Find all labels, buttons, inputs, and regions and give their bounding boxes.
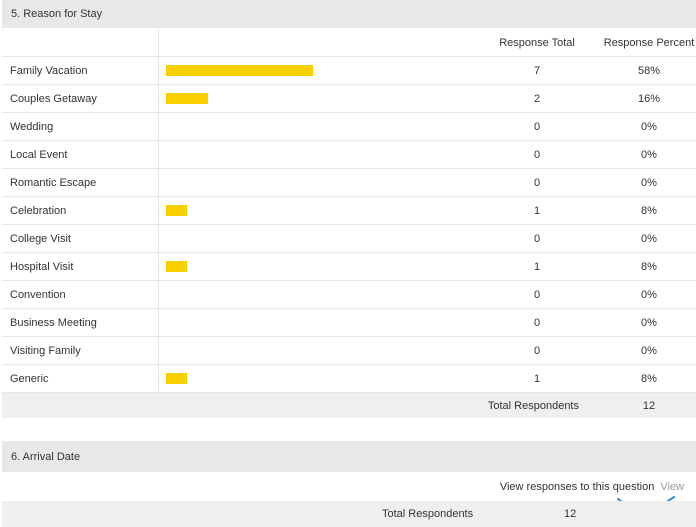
q5-row-label: Romantic Escape [2,168,159,197]
q5-row-percent: 0% [593,140,696,169]
q6-section-header: 6. Arrival Date [2,441,696,472]
q5-row-percent: 0% [593,280,696,309]
q5-row-bar-cell [158,280,481,309]
q5-row-label: Hospital Visit [2,252,159,281]
q5-row-percent: 0% [593,168,696,197]
q5-row-total: 0 [481,336,593,365]
q5-row: Generic 1 8% [2,364,696,393]
q5-row: Business Meeting 0 0% [2,308,696,337]
q5-row-bar-cell [158,196,481,225]
q5-header-blank [2,30,159,57]
q5-row-total: 1 [481,252,593,281]
q5-row: Celebration 1 8% [2,196,696,225]
q5-row-percent: 0% [593,112,696,141]
q5-response-bar [166,65,313,76]
q5-row-total: 0 [481,112,593,141]
q5-response-bar [166,93,208,104]
q5-total-value: 12 [593,392,696,418]
q5-row-bar-cell [158,336,481,365]
q5-row-label: Convention [2,280,159,309]
q5-row-percent: 0% [593,308,696,337]
q5-row-percent: 8% [593,196,696,225]
q6-total-value: 12 [564,508,577,520]
q5-row: College Visit 0 0% [2,224,696,253]
q5-row: Convention 0 0% [2,280,696,309]
q5-row-percent: 58% [593,56,696,85]
q5-row-total: 1 [481,364,593,393]
q5-total-label: Total Respondents [2,392,593,418]
q5-row-bar-cell [158,112,481,141]
q5-row-total: 0 [481,224,593,253]
q5-header-bar [158,30,481,57]
q5-row-label: College Visit [2,224,159,253]
q5-row-label: Wedding [2,112,159,141]
q5-row-total: 0 [481,140,593,169]
q5-results-table: Response Total Response Percent Family V… [2,30,696,418]
q5-header-response-percent: Response Percent [593,30,696,57]
q5-row-label: Visiting Family [2,336,159,365]
q5-response-bar [166,261,187,272]
q5-row-bar-cell [158,252,481,281]
q5-row-total: 1 [481,196,593,225]
q5-row: Visiting Family 0 0% [2,336,696,365]
q5-row-percent: 8% [593,252,696,281]
q5-row-total: 0 [481,308,593,337]
q5-row-bar-cell [158,224,481,253]
view-link[interactable]: View [660,480,684,493]
q5-row-label: Celebration [2,196,159,225]
q5-row-bar-cell [158,140,481,169]
q5-row: Romantic Escape 0 0% [2,168,696,197]
q5-row-bar-cell [158,56,481,85]
q5-row-total: 2 [481,84,593,113]
q5-title: 5. Reason for Stay [11,8,103,20]
q5-row-total: 0 [481,168,593,197]
q5-row: Hospital Visit 1 8% [2,252,696,281]
q5-row-label: Generic [2,364,159,393]
q5-response-bar [166,205,187,216]
q5-row-percent: 0% [593,336,696,365]
q5-row-label: Couples Getaway [2,84,159,113]
q5-row-bar-cell [158,168,481,197]
q6-total-row: Total Respondents 12 [2,501,696,527]
q5-header-row: Response Total Response Percent [2,30,696,57]
q6-total-label: Total Respondents [382,508,474,520]
q5-row: Wedding 0 0% [2,112,696,141]
q5-row-total: 0 [481,280,593,309]
q5-row-percent: 8% [593,364,696,393]
q5-row-total: 7 [481,56,593,85]
q5-row: Local Event 0 0% [2,140,696,169]
q5-row-label: Local Event [2,140,159,169]
q5-row-percent: 16% [593,84,696,113]
q5-response-bar [166,373,187,384]
q5-total-row: Total Respondents 12 [2,392,696,418]
q5-header-response-total: Response Total [481,30,593,57]
q5-row: Couples Getaway 2 16% [2,84,696,113]
q5-row-bar-cell [158,84,481,113]
q5-section-header: 5. Reason for Stay [2,0,696,28]
q5-row-bar-cell [158,364,481,393]
q5-row-label: Family Vacation [2,56,159,85]
view-responses-text: View responses to this question [499,480,655,493]
q5-row-bar-cell [158,308,481,337]
q5-row-label: Business Meeting [2,308,159,337]
q6-title: 6. Arrival Date [11,450,81,463]
q6-view-responses-row: View responses to this question View [2,474,696,499]
q5-row: Family Vacation 7 58% [2,56,696,85]
q5-row-percent: 0% [593,224,696,253]
